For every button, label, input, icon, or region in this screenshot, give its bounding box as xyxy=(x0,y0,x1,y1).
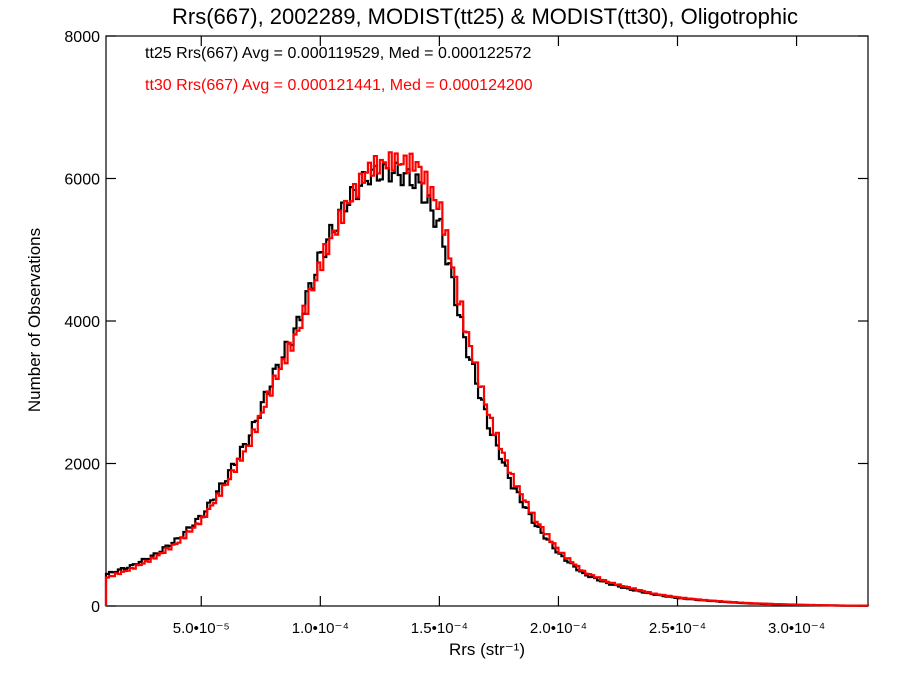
x-axis-ticks: 5.0•10⁻⁵ 1.0•10⁻⁴ 1.5•10⁻⁴ 2.0•10⁻⁴ 2.5•10⁻⁴… xyxy=(173,36,825,637)
plot-frame xyxy=(105,35,869,607)
chart-title: Rrs(667), 2002289, MODIST(tt25) & MODIST… xyxy=(172,4,798,29)
series-tt25-line xyxy=(104,161,870,607)
legend-entry-tt30: tt30 Rrs(667) Avg = 0.000121441, Med = 0… xyxy=(145,77,533,94)
x-tick-label: 2.5•10⁻⁴ xyxy=(649,620,706,637)
y-tick-label: 8000 xyxy=(64,29,100,46)
x-tick-label: 3.0•10⁻⁴ xyxy=(768,620,825,637)
x-tick-label: 2.0•10⁻⁴ xyxy=(530,620,587,637)
x-tick-label: 1.5•10⁻⁴ xyxy=(411,620,468,637)
series-layer xyxy=(104,151,870,607)
y-axis-label: Number of Observations xyxy=(25,228,44,412)
series-tt30-line xyxy=(104,151,870,607)
y-tick-label: 0 xyxy=(91,599,100,616)
y-tick-label: 2000 xyxy=(64,457,100,474)
x-tick-label: 1.0•10⁻⁴ xyxy=(292,620,349,637)
y-tick-label: 6000 xyxy=(64,172,100,189)
legend-entry-tt25: tt25 Rrs(667) Avg = 0.000119529, Med = 0… xyxy=(145,45,531,62)
x-tick-label: 5.0•10⁻⁵ xyxy=(173,620,230,637)
y-tick-label: 4000 xyxy=(64,314,100,331)
y-axis-ticks: 0 2000 4000 6000 8000 xyxy=(64,29,868,616)
x-axis-label: Rrs (str⁻¹) xyxy=(449,640,525,659)
